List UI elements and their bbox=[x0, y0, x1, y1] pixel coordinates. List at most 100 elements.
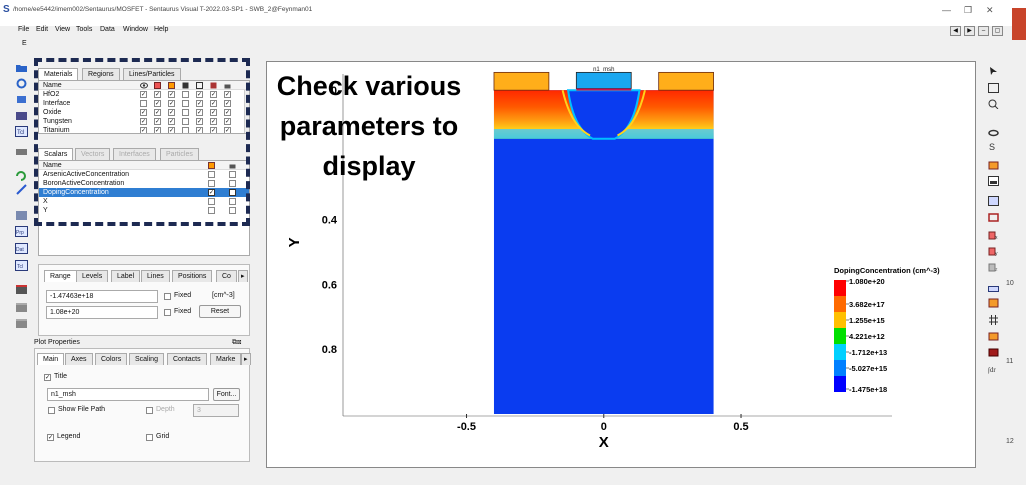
doping-plot[interactable]: n1_msh -0.5 0 0.5 0 0.4 0.6 0.8 X Y DopingConcentr… bbox=[267, 62, 975, 467]
data-icon[interactable]: Dat bbox=[15, 243, 28, 254]
material-visibility-checkbox[interactable] bbox=[182, 91, 189, 98]
material-visibility-checkbox[interactable] bbox=[210, 127, 217, 133]
material-visibility-checkbox[interactable] bbox=[154, 91, 161, 98]
material-visibility-checkbox[interactable] bbox=[168, 100, 175, 107]
material-visibility-checkbox[interactable] bbox=[210, 109, 217, 116]
material-visibility-checkbox[interactable] bbox=[224, 91, 231, 98]
scalar-show-checkbox[interactable] bbox=[208, 180, 215, 187]
grid-checkbox[interactable] bbox=[146, 434, 153, 441]
material-visibility-checkbox[interactable] bbox=[182, 127, 189, 133]
undock-icon[interactable]: ⧉⊠ bbox=[232, 339, 242, 346]
clapper-icon[interactable] bbox=[15, 284, 28, 295]
select-cursor-icon[interactable] bbox=[988, 66, 999, 76]
material-visibility-checkbox[interactable] bbox=[140, 91, 147, 98]
material-visibility-checkbox[interactable] bbox=[196, 109, 203, 116]
material-visibility-checkbox[interactable] bbox=[182, 109, 189, 116]
material-visibility-checkbox[interactable] bbox=[140, 127, 147, 133]
open-folder-icon[interactable] bbox=[15, 62, 28, 73]
hash-icon[interactable] bbox=[988, 315, 999, 325]
region-toggle-icon[interactable] bbox=[988, 331, 999, 341]
material-visibility-checkbox[interactable] bbox=[140, 100, 147, 107]
scalar-show-checkbox[interactable] bbox=[208, 198, 215, 205]
scalar-show-checkbox[interactable] bbox=[208, 189, 215, 196]
menu-file[interactable]: File bbox=[18, 26, 30, 33]
colormap-icon[interactable] bbox=[988, 176, 999, 186]
clapper-icon-3[interactable] bbox=[15, 318, 28, 329]
menu-data[interactable]: Data bbox=[100, 26, 115, 33]
cut-x-icon[interactable]: x bbox=[988, 230, 999, 241]
material-visibility-checkbox[interactable] bbox=[154, 127, 161, 133]
tab-lines-particles[interactable]: Lines/Particles bbox=[123, 68, 181, 80]
next-icon[interactable]: ▶ bbox=[964, 26, 975, 36]
tab-scalars[interactable]: Scalars bbox=[38, 148, 74, 160]
scalar-row[interactable]: ArsenicActiveConcentration bbox=[39, 170, 249, 179]
tab-range[interactable]: Range bbox=[44, 270, 77, 282]
material-visibility-checkbox[interactable] bbox=[224, 118, 231, 125]
cut-y-icon[interactable]: y bbox=[988, 246, 999, 257]
material-visibility-checkbox[interactable] bbox=[196, 100, 203, 107]
sub-minimize-icon[interactable]: – bbox=[978, 26, 989, 36]
toolrow-button[interactable]: E bbox=[22, 40, 27, 47]
tcl-icon[interactable]: Tcl bbox=[15, 126, 28, 137]
material-row[interactable]: HfO2 bbox=[39, 90, 244, 99]
stack-icon[interactable] bbox=[988, 298, 999, 308]
material-visibility-checkbox[interactable] bbox=[196, 118, 203, 125]
material-visibility-checkbox[interactable] bbox=[182, 118, 189, 125]
tcl-console-icon[interactable]: Tcl bbox=[15, 260, 28, 271]
tab-materials[interactable]: Materials bbox=[38, 68, 79, 80]
material-visibility-checkbox[interactable] bbox=[168, 109, 175, 116]
scalar-lock-checkbox[interactable] bbox=[229, 180, 236, 187]
tab-lines[interactable]: Lines bbox=[141, 270, 170, 282]
material-visibility-checkbox[interactable] bbox=[224, 109, 231, 116]
show-file-path-checkbox[interactable] bbox=[48, 407, 55, 414]
material-visibility-checkbox[interactable] bbox=[154, 100, 161, 107]
sub-close-icon[interactable]: ▢ bbox=[992, 26, 1003, 36]
cut-plane-icon[interactable] bbox=[988, 212, 999, 222]
material-visibility-checkbox[interactable] bbox=[182, 100, 189, 107]
material-visibility-checkbox[interactable] bbox=[154, 118, 161, 125]
scalar-row[interactable]: DopingConcentration bbox=[39, 188, 249, 197]
material-row[interactable]: Oxide bbox=[39, 108, 244, 117]
tab-co[interactable]: Co bbox=[216, 270, 237, 282]
range-min-input[interactable]: -1.47463e+18 bbox=[46, 290, 158, 303]
scalar-row[interactable]: Y bbox=[39, 206, 249, 215]
material-visibility-checkbox[interactable] bbox=[168, 127, 175, 133]
tab-scaling[interactable]: Scaling bbox=[129, 353, 164, 365]
grid-icon[interactable] bbox=[15, 210, 28, 221]
prev-icon[interactable]: ◀ bbox=[950, 26, 961, 36]
material-visibility-checkbox[interactable] bbox=[210, 91, 217, 98]
tab-positions[interactable]: Positions bbox=[172, 270, 213, 282]
camera-icon[interactable] bbox=[15, 110, 28, 121]
material-visibility-checkbox[interactable] bbox=[168, 118, 175, 125]
scalar-lock-checkbox[interactable] bbox=[229, 189, 236, 196]
tab-scroll-right-icon[interactable]: ▸ bbox=[238, 270, 248, 282]
cut-z-icon[interactable]: z bbox=[988, 262, 999, 273]
scalar-show-checkbox[interactable] bbox=[208, 207, 215, 214]
material-visibility-checkbox[interactable] bbox=[168, 91, 175, 98]
close-icon[interactable]: ✕ bbox=[986, 5, 994, 15]
tab-main[interactable]: Main bbox=[37, 353, 65, 365]
material-visibility-checkbox[interactable] bbox=[224, 100, 231, 107]
material-visibility-checkbox[interactable] bbox=[154, 109, 161, 116]
material-row[interactable]: Titanium bbox=[39, 126, 244, 133]
frame-icon[interactable] bbox=[988, 196, 999, 206]
material-visibility-checkbox[interactable] bbox=[140, 118, 147, 125]
tab-contacts[interactable]: Contacts bbox=[167, 353, 207, 365]
scalar-lock-checkbox[interactable] bbox=[229, 207, 236, 214]
font-button[interactable]: Font... bbox=[213, 388, 240, 401]
minimize-icon[interactable]: — bbox=[942, 5, 951, 15]
tab-marke[interactable]: Marke bbox=[210, 353, 242, 365]
tree-icon[interactable] bbox=[15, 94, 28, 105]
integrate-icon[interactable]: ∫dr bbox=[987, 364, 999, 374]
menu-tools[interactable]: Tools bbox=[76, 26, 93, 33]
fixed-max-checkbox[interactable] bbox=[164, 309, 171, 316]
tab-axes[interactable]: Axes bbox=[65, 353, 93, 365]
region-toggle-icon-2[interactable] bbox=[988, 347, 999, 357]
title-checkbox[interactable] bbox=[44, 374, 51, 381]
menu-window[interactable]: Window bbox=[123, 26, 148, 33]
material-visibility-checkbox[interactable] bbox=[196, 91, 203, 98]
range-max-input[interactable]: 1.08e+20 bbox=[46, 306, 158, 319]
scalar-row[interactable]: BoronActiveConcentration bbox=[39, 179, 249, 188]
scalar-row[interactable]: X bbox=[39, 197, 249, 206]
material-visibility-checkbox[interactable] bbox=[210, 100, 217, 107]
